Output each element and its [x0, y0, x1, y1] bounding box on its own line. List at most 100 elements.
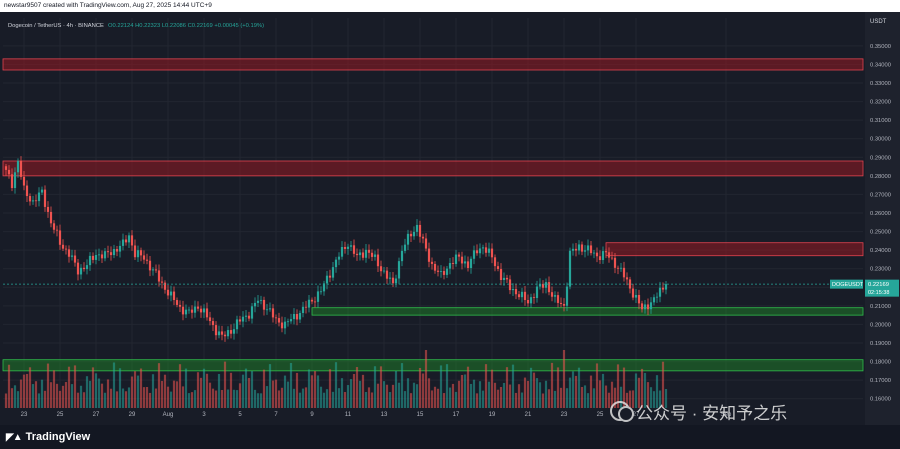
candle-body [10, 174, 14, 189]
candle-body [178, 304, 182, 307]
candle-body [292, 313, 296, 320]
candle-body [475, 250, 479, 254]
volume-bar [172, 380, 176, 408]
candle-body [232, 329, 236, 334]
volume-bar [634, 373, 638, 408]
volume-bar [520, 392, 524, 408]
x-tick-label: 5 [238, 412, 242, 418]
candle-body [139, 250, 143, 256]
volume-bar [208, 382, 212, 408]
candle-body [490, 248, 494, 258]
volume-bar [394, 370, 398, 408]
candle-body [457, 254, 461, 257]
candle-body [523, 291, 527, 300]
volume-bar [205, 373, 209, 408]
volume-bar [262, 369, 266, 408]
candle-body [466, 261, 470, 268]
candle-body [616, 267, 620, 269]
volume-bar [115, 391, 119, 408]
candle-body [223, 334, 227, 337]
candle-body [580, 244, 584, 252]
candle-body [514, 289, 518, 295]
volume-bar [643, 372, 647, 408]
volume-bar [211, 388, 215, 408]
candle-body [130, 235, 134, 246]
legend-symbol[interactable]: Dogecoin / TetherUS · 4h · BINANCE [8, 23, 104, 29]
price-axis[interactable] [865, 12, 900, 432]
candle-body [61, 244, 65, 249]
candle-body [244, 315, 248, 317]
volume-bar [193, 390, 197, 408]
candle-body [166, 289, 170, 296]
volume-bar [46, 363, 50, 408]
volume-bar [565, 388, 569, 408]
y-tick-label: 0.31000 [870, 118, 891, 124]
volume-bar [280, 387, 284, 408]
candle-body [658, 287, 662, 297]
volume-bar [493, 382, 497, 408]
volume-bar [58, 390, 62, 408]
x-tick-label: Aug [163, 412, 174, 418]
volume-bar [34, 381, 38, 408]
volume-bar [505, 367, 509, 408]
volume-bar [424, 350, 428, 408]
volume-bar [232, 389, 236, 408]
volume-bar [271, 380, 275, 408]
candle-body [94, 255, 98, 260]
volume-bar [178, 364, 182, 408]
volume-bar [139, 368, 143, 408]
candle-body [664, 284, 668, 290]
chart-area[interactable]: USDT 0.16000 0.17000 0.18000 0.19000 0.20000 0… [0, 12, 900, 432]
volume-bar [70, 384, 74, 408]
volume-bar [544, 380, 548, 408]
volume-bar [391, 384, 395, 408]
candle-body [268, 308, 272, 310]
candle-body [535, 286, 539, 298]
price-chart[interactable]: USDT 0.16000 0.17000 0.18000 0.19000 0.20000 0… [0, 12, 900, 432]
candle-body [496, 266, 500, 269]
ticker-badge-label: DOGEUSDT [832, 282, 864, 288]
volume-bar [607, 392, 611, 408]
tradingview-logo[interactable]: ◤▲ TradingView [6, 429, 90, 445]
volume-bar [40, 379, 44, 408]
candle-body [172, 291, 176, 301]
candle-body [136, 250, 140, 258]
candle-body [121, 239, 125, 246]
resistance-zone-2 [605, 242, 864, 257]
candle-body [187, 309, 191, 311]
candle-body [376, 254, 380, 267]
candle-body [34, 200, 38, 202]
candle-body [577, 244, 581, 251]
candle-body [208, 317, 212, 322]
candle-body [502, 277, 506, 281]
candle-body [592, 252, 596, 254]
volume-bar [550, 362, 554, 408]
x-tick-label: 25 [597, 412, 604, 418]
resistance-zone-0 [2, 58, 864, 71]
y-tick-label: 0.25000 [870, 230, 891, 236]
candle-body [7, 169, 11, 175]
volume-bar [652, 391, 656, 408]
candle-body [67, 249, 71, 257]
volume-bar [532, 372, 536, 408]
x-tick-label: 27 [633, 412, 640, 418]
volume-bar [229, 372, 233, 408]
y-tick-label: 0.21000 [870, 304, 891, 310]
footer-bar: ◤▲ TradingView [0, 425, 900, 449]
volume-bar [586, 393, 590, 408]
y-tick-label: 0.28000 [870, 174, 891, 180]
candle-body [556, 295, 560, 303]
volume-bar [19, 379, 23, 408]
resistance-zone-1 [2, 160, 864, 177]
candle-body [85, 265, 89, 270]
candle-body [583, 250, 587, 252]
candle-body [70, 255, 74, 257]
volume-bar [124, 391, 128, 408]
candle-body [280, 322, 284, 329]
candle-body [358, 252, 362, 256]
candle-body [259, 299, 263, 301]
volume-bar [49, 382, 53, 408]
volume-bar [268, 364, 272, 408]
candle-body [151, 269, 155, 271]
candle-body [628, 279, 632, 289]
